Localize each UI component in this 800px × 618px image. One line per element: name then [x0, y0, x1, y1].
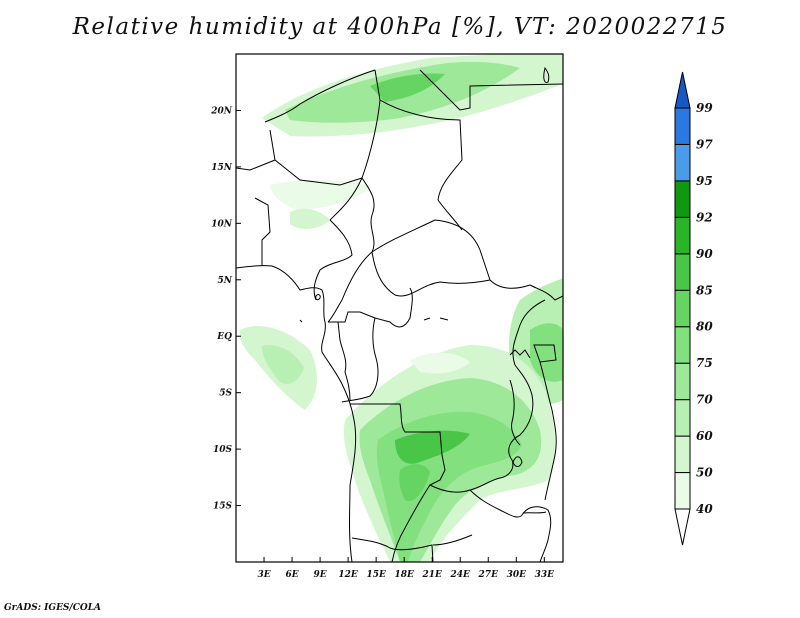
latitude-axis: 20N 15N 10N 5N EQ 5S 10S 15S: [210, 106, 241, 512]
border-23: [351, 537, 434, 562]
lat-tick-label: EQ: [216, 332, 232, 342]
colorbar-swatch: [674, 435, 691, 474]
colorbar-swatch: [674, 180, 691, 218]
lake-2: [522, 511, 547, 514]
colorbar-swatch: [674, 326, 691, 364]
lon-tick-label: 24E: [450, 570, 471, 580]
map-frame: [235, 53, 564, 563]
grads-credit: GrADS: IGES/COLA: [4, 603, 102, 613]
border-3: [379, 99, 463, 201]
colorbar-swatch: [674, 289, 691, 328]
colorbar-swatch: [674, 71, 691, 109]
lon-tick-label: 30E: [507, 570, 527, 580]
colorbar-swatch: [674, 508, 691, 546]
border-18: [428, 434, 521, 493]
chart-title: Relative humidity at 400hPa [%], VT: 202…: [72, 14, 728, 40]
border-1: [264, 69, 376, 123]
country-borders: [236, 66, 563, 562]
border-21: [391, 484, 431, 562]
humidity-patch-coast-core: [262, 345, 304, 385]
humidity-fill: [239, 54, 563, 562]
lake-5: [439, 317, 449, 321]
border-5: [236, 129, 276, 171]
lat-tick-label: 5N: [218, 276, 233, 286]
border-6: [274, 159, 363, 186]
lake-east-3: [533, 344, 557, 363]
colorbar-swatch: [674, 216, 691, 255]
colorbar-swatch: [674, 472, 691, 510]
lat-tick-label: 5S: [219, 389, 232, 399]
lon-tick-label: 12E: [338, 570, 358, 580]
lon-tick-label: 33E: [535, 570, 555, 580]
colorbar-label: 92: [696, 210, 713, 224]
colorbar-label: 90: [696, 247, 713, 261]
colorbar-label: 80: [696, 320, 713, 334]
border-8: [313, 219, 353, 301]
border-24: [432, 534, 473, 546]
lon-tick-label: 27E: [478, 570, 499, 580]
colorbar-label: 75: [696, 356, 713, 370]
border-22: [469, 489, 552, 562]
lat-tick-label: 15N: [211, 163, 233, 173]
lat-tick-label: 15S: [213, 502, 233, 512]
colorbar: 40 50 60 70 75 80 85 90 92 95 97 99: [674, 71, 713, 546]
colorbar-swatch: [674, 253, 691, 291]
colorbar-label: 95: [696, 174, 713, 188]
lon-tick-label: 3E: [257, 570, 270, 580]
humidity-patch-central: [410, 352, 470, 374]
lon-tick-label: 21E: [422, 570, 443, 580]
humidity-patch-sahel: [270, 179, 370, 210]
colorbar-label: 99: [696, 101, 713, 115]
colorbar-swatch: [674, 362, 691, 401]
colorbar-label: 40: [696, 502, 713, 516]
coastline-west: [236, 265, 357, 562]
border-13: [529, 284, 563, 301]
island-1: [315, 294, 321, 301]
longitude-axis: 3E 6E 9E 12E 15E 18E 21E 24E 27E 30E 33E: [257, 557, 554, 580]
lake-east-2: [509, 379, 521, 446]
border-10: [371, 219, 531, 289]
lon-tick-label: 18E: [394, 570, 414, 580]
border-11: [437, 199, 463, 231]
border-15: [337, 321, 351, 401]
border-19: [512, 299, 546, 436]
lat-tick-label: 10N: [211, 219, 233, 229]
humidity-patch-east-core: [530, 323, 563, 382]
border-20: [539, 361, 557, 501]
border-12: [371, 251, 491, 297]
border-4: [419, 69, 563, 111]
border-17: [350, 403, 446, 471]
lon-tick-label: 15E: [366, 570, 386, 580]
lon-tick-label: 6E: [285, 570, 298, 580]
lon-tick-label: 9E: [314, 570, 327, 580]
lake-east-1: [509, 349, 531, 359]
lat-tick-label: 20N: [210, 106, 233, 116]
colorbar-label: 97: [696, 137, 713, 151]
lake-4: [423, 317, 431, 321]
border-2: [329, 69, 381, 221]
colorbar-swatch: [674, 143, 691, 182]
island-2: [299, 319, 303, 323]
humidity-field-central-peak: [395, 430, 470, 464]
lat-tick-label: 10S: [213, 445, 233, 455]
colorbar-label: 85: [696, 283, 713, 297]
humidity-field-south-peak: [399, 464, 430, 501]
lake-1: [512, 456, 523, 467]
colorbar-label: 50: [696, 466, 713, 480]
humidity-patch-west: [290, 208, 330, 229]
colorbar-label: 60: [696, 429, 713, 443]
lake-3: [543, 66, 550, 83]
border-16: [341, 317, 379, 403]
colorbar-swatch: [674, 399, 691, 437]
colorbar-swatch: [674, 107, 691, 145]
border-7: [254, 197, 271, 266]
border-14: [328, 287, 413, 328]
humidity-band-north-peak: [370, 73, 445, 102]
colorbar-label: 70: [696, 393, 713, 407]
